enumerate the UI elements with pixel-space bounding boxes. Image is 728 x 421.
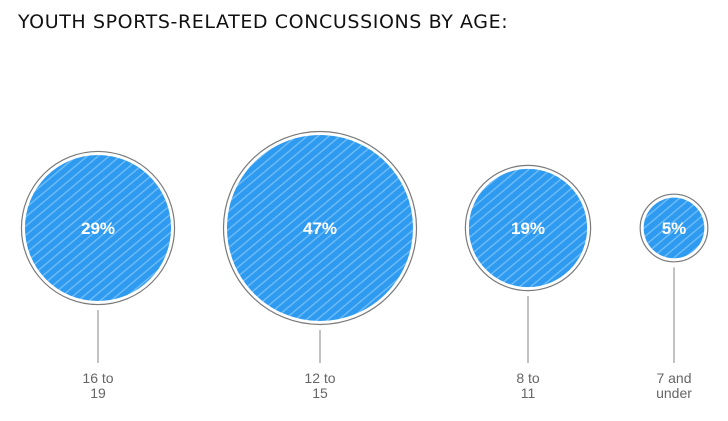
category-label-line: 8 to xyxy=(516,370,540,386)
category-label: 16 to 19 xyxy=(82,370,113,401)
bubble-value-label: 47% xyxy=(303,219,337,238)
bubble xyxy=(643,197,705,259)
category-label-line: 12 to xyxy=(304,370,335,386)
category-label: 8 to 11 xyxy=(516,370,540,401)
bubble-value-label: 5% xyxy=(662,219,687,238)
bubble-group-12-to-15: 47% 12 to 15 xyxy=(222,130,418,401)
bubble xyxy=(24,154,172,302)
bubble-group-8-to-11: 19% 8 to 11 xyxy=(464,164,592,401)
category-label: 12 to 15 xyxy=(304,370,335,401)
bubble-value-label: 19% xyxy=(511,219,545,238)
category-label: 7 and under xyxy=(656,370,692,401)
category-label-line: 15 xyxy=(312,385,328,401)
category-label-line: 11 xyxy=(521,385,536,401)
category-label-line: 19 xyxy=(90,385,106,401)
bubble-group-7-and-under: 5% 7 and under xyxy=(639,193,709,401)
bubble-group-16-to-19: 29% 16 to 19 xyxy=(20,150,176,401)
category-label-line: 7 and xyxy=(656,370,691,386)
bubble-value-label: 29% xyxy=(81,219,115,238)
category-label-line: under xyxy=(656,385,692,401)
chart-title: YOUTH SPORTS-RELATED CONCUSSIONS BY AGE: xyxy=(18,11,509,33)
bubble xyxy=(468,168,588,288)
bubble xyxy=(227,135,413,321)
category-label-line: 16 to xyxy=(82,370,113,386)
